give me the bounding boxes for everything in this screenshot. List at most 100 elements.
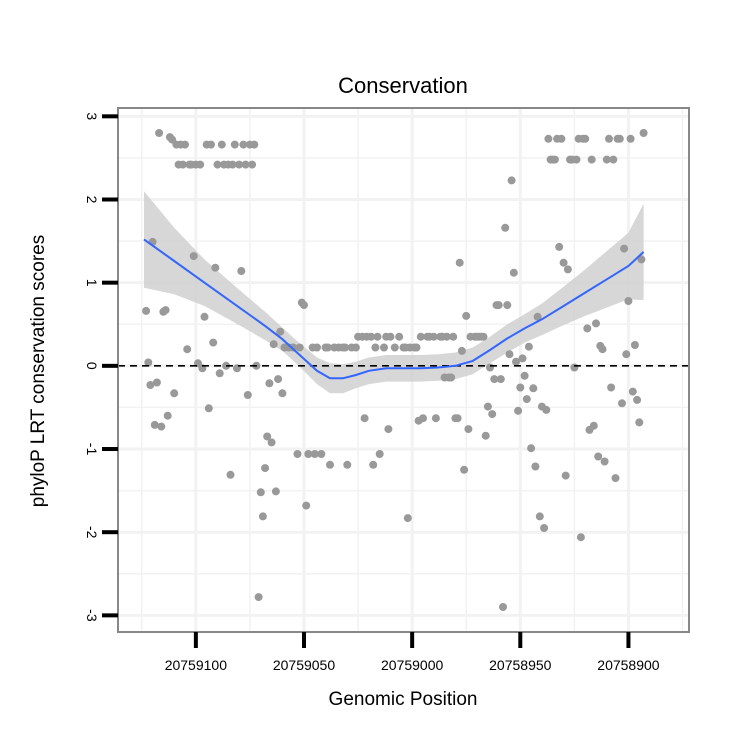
data-point [559,258,568,267]
data-point [267,438,276,447]
data-point [514,406,523,415]
data-point [215,369,224,378]
data-point [200,312,209,321]
data-point [343,460,352,469]
data-point [605,134,613,143]
data-point [516,383,525,392]
data-point [144,358,153,367]
data-point [302,501,311,510]
data-point [555,242,564,251]
data-point [639,129,648,137]
smooth-trend-line [143,238,645,380]
data-point [609,155,618,164]
data-point [453,414,462,423]
data-point [419,414,427,423]
data-point [375,450,384,458]
data-point [384,425,393,434]
data-point [561,471,570,480]
data-point [455,258,464,267]
data-point [300,301,308,310]
x-axis-label: Genomic Position [329,689,478,710]
data-point [323,343,332,352]
y-axis-ticks: 3 2 1 0 -1 -2 -3 [84,112,118,622]
data-point [155,129,164,137]
data-point [635,418,644,427]
data-point [581,134,590,143]
data-point [462,311,471,320]
data-point [248,160,257,169]
data-point [522,395,531,404]
data-point [488,410,497,419]
data-point [594,452,603,461]
data-point [250,140,259,149]
x-tick-label: 20758900 [597,657,660,673]
data-point [447,373,456,382]
data-point [628,387,637,396]
data-point [529,384,538,393]
data-point [607,383,616,392]
data-point [230,140,239,149]
data-point [416,332,425,341]
data-point [624,297,633,305]
data-point [170,389,179,398]
data-point [196,160,205,169]
y-tick-label: -1 [84,443,100,456]
data-points [142,129,648,611]
x-tick-label: 20759000 [381,657,444,673]
data-point [611,474,620,483]
data-point [152,378,161,387]
y-tick-label: 1 [84,279,100,287]
data-point [351,343,360,352]
data-point [243,391,252,399]
plot-panel-border [117,107,690,633]
data-point [505,350,514,359]
data-point [293,450,302,458]
data-point [207,140,215,149]
data-point [304,450,313,458]
data-point [544,134,553,143]
data-point [412,343,421,352]
data-point [403,514,412,523]
data-point [317,450,326,458]
data-point [263,432,272,441]
data-point [626,134,635,143]
data-point [494,301,503,310]
data-point [386,332,395,341]
data-point [217,140,226,149]
data-point [313,343,321,352]
data-point [258,512,267,521]
data-point [265,379,274,388]
data-point [278,389,287,398]
data-point [256,488,265,497]
data-point [527,444,536,453]
y-tick-label: -3 [84,609,100,622]
data-point [261,464,270,473]
data-point [228,160,237,169]
data-point [481,431,490,440]
data-point [557,134,566,143]
confidence-band [144,191,644,394]
data-point [622,350,631,359]
data-point [371,343,380,352]
data-point [542,405,551,414]
data-point [503,301,512,310]
x-tick-label: 20759050 [273,657,336,673]
data-point [369,460,378,469]
x-axis-ticks: 20759100 20759050 20759000 20758950 20758900 [165,632,660,673]
data-point [524,342,533,351]
chart-title: Conservation [338,73,468,98]
data-point [274,375,283,384]
data-point [204,404,213,413]
data-point [457,346,466,355]
data-point [235,160,244,169]
data-point [341,343,350,352]
data-point [535,512,544,521]
data-point [637,255,646,264]
data-point [442,332,451,341]
y-tick-label: 0 [84,362,100,370]
y-axis-label: phyloP LRT conservation scores [28,235,49,508]
data-point [395,332,404,341]
data-point [360,414,369,423]
data-point [615,134,624,143]
